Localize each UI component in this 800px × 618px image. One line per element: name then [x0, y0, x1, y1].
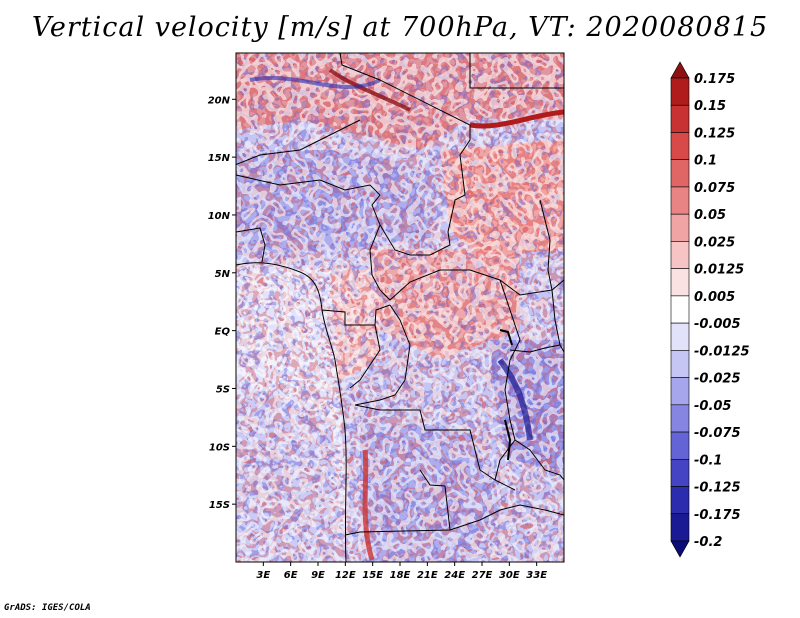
map-panel: 20N 15N 10N 5N EQ 5S 10S 15S 3E 6E 9E 12E 15E 18E 21E… — [208, 52, 565, 581]
colorbar-swatch — [670, 104, 690, 133]
colorbar-swatch — [670, 458, 690, 487]
angola-zambia-border — [344, 469, 451, 536]
coastline — [236, 262, 347, 562]
lon-tick-label: 3E — [256, 570, 270, 581]
lon-tick-label: 12E — [335, 570, 356, 581]
zambia-south-border — [449, 504, 564, 531]
colorbar-swatch — [670, 486, 690, 515]
colorbar-level-label: -0.0125 — [694, 344, 750, 359]
colorbar-level-label: -0.005 — [694, 317, 741, 332]
gabon-cameroon-border — [321, 304, 391, 326]
lat-tick-label: EQ — [215, 327, 231, 338]
strong-ascent-band-north — [328, 68, 411, 112]
lake-victoria — [499, 329, 513, 346]
car-border — [369, 224, 564, 301]
colorbar-swatch — [670, 295, 690, 324]
colorbar-swatch — [670, 61, 690, 79]
lat-tick-label: 10N — [208, 211, 231, 222]
lon-tick-label: 15E — [362, 570, 383, 581]
lat-tick-label: 15N — [208, 153, 231, 164]
rift-descent-band — [497, 358, 533, 441]
velocity-field — [236, 53, 564, 562]
congo-border — [349, 324, 381, 389]
libya-chad-border — [339, 53, 471, 233]
lat-tick-label: 5S — [216, 384, 230, 395]
colorbar-swatch — [670, 350, 690, 378]
tanzania-border — [514, 439, 564, 481]
colorbar-level-label: 0.075 — [694, 181, 735, 196]
south-sudan-border — [539, 199, 553, 291]
colorbar-level-label: -0.125 — [694, 481, 741, 496]
colorbar-swatch — [670, 77, 690, 106]
colorbar-swatch — [670, 377, 690, 406]
colorbar-level-label: 0.005 — [694, 290, 735, 305]
colorbar-level-label: 0.1 — [694, 154, 717, 169]
latitude-axis: 20N 15N 10N 5N EQ 5S 10S 15S — [208, 95, 236, 511]
niger-nigeria-border — [236, 174, 381, 226]
colorbar: 0.175 0.15 0.125 0.1 0.075 0.05 0.025 0.0125 0.0… — [670, 61, 750, 558]
colorbar-level-label: -0.2 — [694, 535, 722, 550]
strong-descent-band — [249, 75, 381, 89]
lat-tick-label: 5N — [215, 269, 231, 280]
lat-tick-label: 15S — [209, 500, 230, 511]
colorbar-swatch — [670, 186, 690, 215]
lat-tick-label: 10S — [209, 442, 230, 453]
colorbar-level-label: 0.025 — [694, 235, 735, 250]
drc-east-border — [494, 279, 521, 481]
colorbar-swatch — [670, 513, 690, 542]
benin-border — [236, 227, 266, 263]
uganda-border — [551, 289, 564, 353]
lake-border — [509, 344, 561, 353]
country-boundaries — [236, 53, 564, 562]
colorbar-swatch — [670, 431, 690, 460]
colorbar-swatch — [670, 241, 690, 269]
lon-tick-label: 33E — [526, 570, 547, 581]
longitude-axis: 3E 6E 9E 12E 15E 18E 21E 24E 27E 30E 33E — [256, 562, 547, 581]
lon-tick-label: 21E — [417, 570, 438, 581]
colorbar-level-label: -0.1 — [694, 453, 722, 468]
colorbar-level-label: 0.15 — [694, 99, 726, 114]
colorbar-level-label: 0.05 — [694, 208, 726, 223]
lon-tick-label: 27E — [472, 570, 493, 581]
lon-tick-label: 9E — [311, 570, 325, 581]
colorbar-level-label: 0.175 — [694, 72, 735, 87]
colorbar-swatch — [670, 540, 690, 558]
colorbar-level-label: 0.125 — [694, 126, 735, 141]
colorbar-level-label: -0.075 — [694, 426, 741, 441]
colorbar-swatch — [670, 268, 690, 297]
colorbar-swatch — [670, 213, 690, 242]
lake-tanganyika — [504, 419, 512, 461]
colorbar-swatch — [670, 404, 690, 433]
colorbar-swatch — [670, 322, 690, 351]
mali-border — [236, 119, 361, 166]
lat-tick-label: 20N — [208, 95, 231, 106]
grads-credit: GrADS: IGES/COLA — [4, 603, 91, 613]
lon-tick-label: 18E — [390, 570, 411, 581]
egypt-border — [469, 53, 564, 89]
angola-drc-border — [354, 404, 516, 491]
colorbar-level-label: 0.0125 — [694, 263, 744, 278]
lon-tick-label: 24E — [444, 570, 465, 581]
coastal-ascent-band — [362, 449, 375, 561]
lon-tick-label: 6E — [284, 570, 298, 581]
map-title: Vertical velocity [m/s] at 700hPa, VT: 2… — [31, 12, 769, 43]
drc-west-border — [354, 304, 411, 406]
lon-tick-label: 30E — [499, 570, 520, 581]
colorbar-swatch — [670, 132, 690, 161]
colorbar-swatch — [670, 159, 690, 188]
colorbar-level-label: -0.175 — [694, 508, 741, 523]
strong-ascent-band — [469, 109, 564, 129]
colorbar-level-label: -0.025 — [694, 372, 741, 387]
chad-car-border — [379, 224, 451, 256]
colorbar-level-label: -0.05 — [694, 399, 731, 414]
